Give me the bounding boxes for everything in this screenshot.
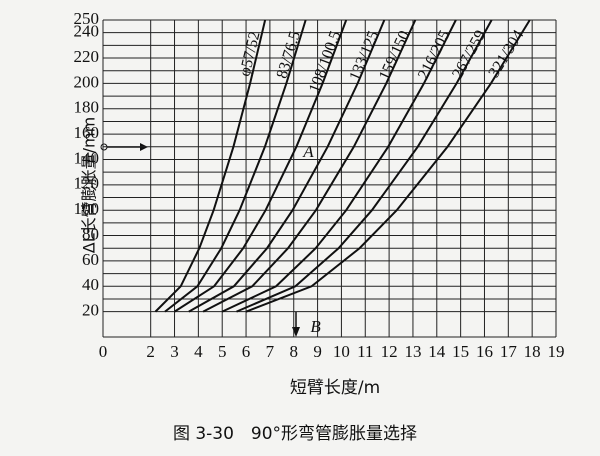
caption: 图 3-30 90°形弯管膨胀量选择	[173, 424, 417, 444]
annotation: B	[310, 317, 321, 336]
y-tick-label: 80	[82, 224, 99, 243]
x-tick-label: 9	[313, 342, 322, 361]
y-tick-label: 160	[74, 123, 100, 142]
curve	[245, 19, 531, 313]
series-label: 321/304	[485, 27, 527, 81]
series-label: 267/259	[449, 27, 489, 81]
y-tick-label: 20	[82, 301, 99, 320]
x-tick-label: 4	[194, 342, 203, 361]
x-tick-label: 15	[452, 342, 469, 361]
x-axis-label: 短臂长度/m	[290, 378, 380, 398]
x-tick-label: 19	[548, 342, 565, 361]
x-tick-label: 18	[524, 342, 541, 361]
y-tick-label: 200	[74, 72, 100, 91]
x-tick-label: 5	[218, 342, 227, 361]
series-label: 108/100.5	[306, 29, 344, 95]
x-tick-label: 3	[170, 342, 179, 361]
y-tick-label: 60	[82, 250, 99, 269]
x-tick-label: 2	[146, 342, 155, 361]
x-tick-label: 14	[428, 342, 446, 361]
x-tick-label: 16	[476, 342, 493, 361]
x-tick-label: 13	[404, 342, 421, 361]
series-label: 216/205	[415, 28, 454, 82]
y-tick-label: 220	[74, 47, 100, 66]
y-axis-label: ΔL长臂膨胀量/mm	[80, 117, 99, 253]
curve	[154, 19, 267, 313]
y-tick-label: 250	[74, 9, 100, 28]
x-tick-label: 0	[99, 342, 108, 361]
series-label: 83/76.5	[274, 29, 304, 80]
x-tick-label: 7	[266, 342, 275, 361]
y-tick-label: 100	[74, 199, 100, 218]
x-tick-label: 6	[242, 342, 251, 361]
curve	[236, 19, 493, 313]
curve	[173, 19, 348, 313]
y-tick-label: 180	[74, 98, 100, 117]
curve	[188, 19, 386, 313]
x-tick-label: 11	[357, 342, 373, 361]
curve	[221, 19, 457, 313]
x-tick-label: 12	[381, 342, 398, 361]
x-tick-label: 17	[500, 342, 518, 361]
y-tick-label: 240	[74, 22, 100, 41]
x-tick-label: 8	[289, 342, 298, 361]
arrow-head	[292, 327, 300, 337]
annotation: A	[302, 142, 314, 161]
curve	[164, 19, 307, 313]
curve	[202, 19, 417, 313]
x-tick-label: 10	[333, 342, 350, 361]
y-tick-label: 140	[74, 148, 100, 167]
y-tick-label: 120	[74, 174, 100, 193]
y-tick-label: 40	[82, 275, 99, 294]
